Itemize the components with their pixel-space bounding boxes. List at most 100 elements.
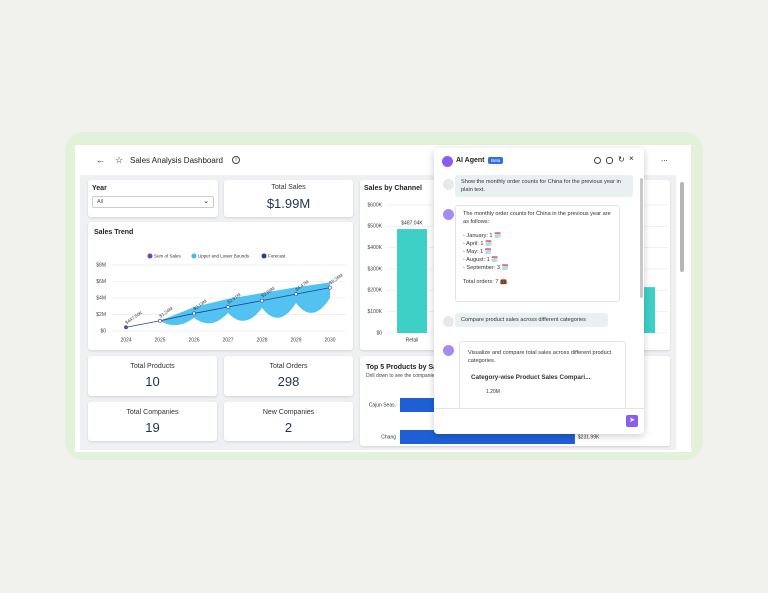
chart-title: Sales Trend: [94, 229, 134, 236]
kpi-label: Total Orders: [269, 363, 308, 370]
kpi-card: Total Sales $1.99M: [224, 180, 353, 217]
kpi-label: Total Products: [130, 363, 175, 370]
dropdown-value: All: [97, 199, 104, 205]
y-tick-label: $0: [100, 328, 106, 334]
refresh-button[interactable]: ↻: [618, 155, 625, 164]
legend-label: Sum of Sales: [154, 254, 182, 259]
y-tick-label: $500K: [368, 224, 383, 230]
chart-title: Top 5 Products by Sales: [366, 364, 447, 371]
data-label: $487.04K: [401, 220, 423, 226]
ai-agent-panel: AI Agent Beta ↻ × Show the monthly order…: [434, 148, 644, 434]
bot-avatar: [443, 345, 454, 356]
data-point: [124, 325, 128, 330]
x-tick-label: 2028: [256, 337, 267, 343]
user-message: Show the monthly order counts for China …: [455, 175, 633, 197]
year-dropdown[interactable]: All ⌄: [92, 196, 214, 208]
bot-message: The monthly order counts for China in th…: [455, 205, 620, 302]
bar: [643, 287, 655, 333]
data-point: [226, 305, 230, 309]
embedded-chart-title: Category-wise Product Sales Compari...: [471, 374, 591, 381]
kpi-value: 10: [145, 374, 160, 389]
x-tick-label: Retail: [406, 337, 419, 343]
filter-label: Year: [92, 185, 107, 192]
year-filter-card: Year All ⌄: [88, 180, 218, 217]
user-avatar: [443, 316, 454, 327]
send-button[interactable]: ➤: [626, 415, 638, 427]
legend-label: Upper and Lower Bounds: [198, 254, 250, 259]
dropdown-caret: ⌄: [203, 198, 209, 205]
x-tick-label: 2026: [188, 337, 199, 343]
message-line: Visualize and compare total sales across…: [468, 350, 612, 364]
dashboard-title: Sales Analysis Dashboard: [130, 156, 223, 165]
data-label: $5.26M: [328, 273, 343, 286]
settings-button[interactable]: [606, 157, 613, 164]
chart-title: Sales by Channel: [364, 185, 422, 192]
data-label: $231.99K: [578, 434, 600, 440]
panel-title: AI Agent: [456, 157, 485, 164]
x-tick-label: 2027: [222, 337, 233, 343]
kpi-card: Total Companies 19: [88, 402, 217, 441]
y-tick-label: Chang: [381, 434, 396, 440]
bot-message: Visualize and compare total sales across…: [459, 341, 626, 411]
beta-badge: Beta: [488, 157, 504, 164]
chart-subtitle: Drill down to see the companies: [366, 373, 437, 379]
message-line: - September: 3 🗓️: [463, 265, 509, 271]
kpi-value: 19: [145, 420, 160, 435]
y-tick-label: $4M: [96, 295, 106, 301]
data-point: [294, 292, 298, 297]
message-line: - August: 1 🗓️: [463, 257, 499, 263]
y-tick-label: $300K: [368, 266, 383, 272]
favorite-button[interactable]: ☆: [115, 155, 124, 165]
y-tick-label: $600K: [368, 202, 383, 208]
legend-swatch: [191, 253, 197, 259]
legend-swatch: [147, 253, 153, 259]
chat-input[interactable]: [434, 408, 644, 434]
help-button[interactable]: [594, 157, 601, 164]
agent-icon: [442, 156, 453, 167]
legend-swatch: [261, 253, 267, 259]
kpi-label: Total Companies: [126, 409, 179, 416]
data-point: [260, 298, 264, 303]
y-tick-label: $0: [376, 330, 382, 336]
y-tick-label: $400K: [368, 245, 383, 251]
y-tick-label: Cajun Seas.: [369, 402, 396, 408]
message-line: Total orders: 7 💼.: [463, 279, 509, 285]
bot-avatar: [443, 209, 454, 220]
menu-button[interactable]: ...: [661, 154, 668, 163]
panel-scrollbar[interactable]: [640, 178, 643, 298]
kpi-label: Total Sales: [271, 184, 306, 191]
data-point: [158, 318, 162, 323]
message-line: - January: 1 🗓️: [463, 233, 502, 239]
y-tick-label: $8M: [96, 262, 106, 268]
embedded-chart-tick: 1.20M: [486, 389, 500, 395]
user-message: Compare product sales across different c…: [455, 313, 608, 327]
close-button[interactable]: ×: [629, 154, 634, 163]
bar: [397, 229, 427, 333]
x-tick-label: 2029: [290, 337, 301, 343]
data-label: $447.50K: [124, 310, 143, 325]
info-icon[interactable]: i: [232, 156, 240, 164]
x-tick-label: 2030: [324, 337, 335, 343]
kpi-value: 2: [284, 420, 293, 435]
back-button[interactable]: ←: [96, 155, 105, 165]
x-tick-label: 2025: [154, 337, 165, 343]
message-line: The monthly order counts for China in th…: [463, 211, 611, 225]
data-point: [328, 285, 332, 290]
kpi-card: Total Orders 298: [224, 356, 353, 396]
y-tick-label: $200K: [368, 288, 383, 294]
user-avatar: [443, 179, 454, 190]
y-tick-label: $100K: [368, 309, 383, 315]
kpi-card: New Companies 2: [224, 402, 353, 441]
kpi-card: Total Products 10: [88, 356, 217, 396]
x-tick-label: 2024: [120, 337, 131, 343]
data-point: [192, 311, 196, 316]
kpi-value: $1.99M: [266, 196, 311, 211]
y-tick-label: $6M: [96, 279, 106, 285]
legend-label: Forecast: [268, 254, 286, 259]
kpi-label: New Companies: [262, 409, 315, 416]
y-tick-label: $2M: [96, 312, 106, 318]
kpi-value: 298: [277, 374, 300, 389]
scrollbar-thumb[interactable]: [680, 182, 684, 272]
